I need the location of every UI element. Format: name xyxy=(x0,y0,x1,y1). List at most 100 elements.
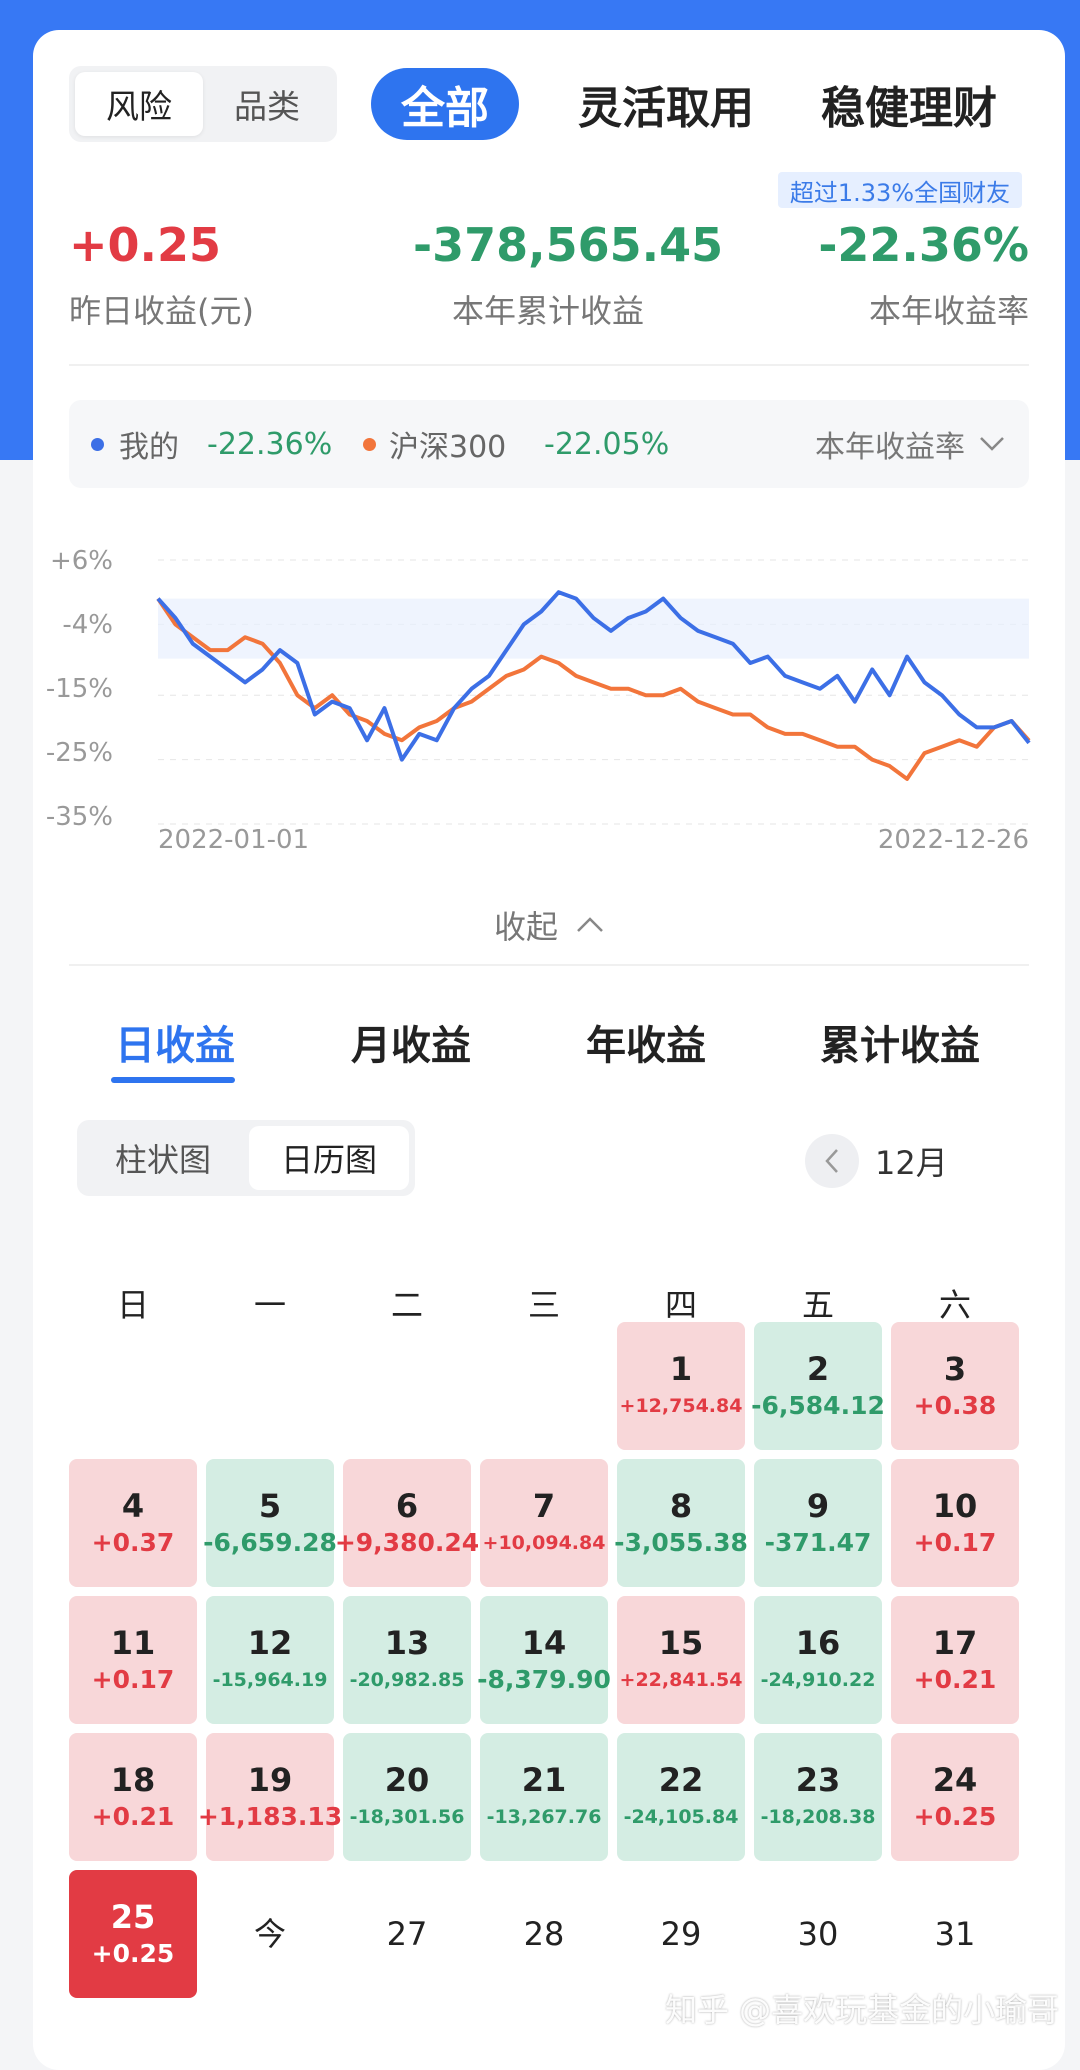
ytd-earnings: -378,565.45 xyxy=(413,218,724,272)
calendar-day[interactable]: 19 +1,183.13 xyxy=(198,1733,342,1861)
calendar-day[interactable]: 1 +12,754.84 xyxy=(617,1322,745,1450)
collapse-button[interactable]: 收起 xyxy=(33,900,1065,950)
chevron-down-icon xyxy=(980,437,1004,451)
tab-cumulative-returns[interactable]: 累计收益 xyxy=(820,1023,980,1069)
segment-risk[interactable]: 风险 xyxy=(75,72,203,136)
yesterday-earnings-label: 昨日收益(元) xyxy=(69,292,254,330)
weekday-label: 日 xyxy=(116,1286,149,1324)
calendar-day[interactable]: 31 xyxy=(891,1870,1019,1998)
calendar-day[interactable]: 14 -8,379.90 xyxy=(477,1596,611,1724)
day-number: 17 xyxy=(932,1624,978,1662)
day-return: -24,910.22 xyxy=(760,1669,876,1691)
view-calendar[interactable]: 日历图 xyxy=(249,1126,409,1190)
calendar-day[interactable]: 3 +0.38 xyxy=(891,1322,1019,1450)
chart-legend: 我的 -22.36% 沪深300 -22.05% 本年收益率 xyxy=(69,400,1029,488)
calendar-day[interactable]: 9 -371.47 xyxy=(754,1459,882,1587)
y-tick-label: +6% xyxy=(49,546,113,576)
weekday-label: 二 xyxy=(390,1286,423,1324)
y-tick-label: -35% xyxy=(45,802,113,832)
ytd-rate-label: 本年收益率 xyxy=(868,292,1029,330)
tab-monthly-returns[interactable]: 月收益 xyxy=(351,1023,471,1069)
day-number: 21 xyxy=(521,1761,567,1799)
day-return: -8,379.90 xyxy=(477,1665,611,1694)
view-bar-chart[interactable]: 柱状图 xyxy=(114,1141,211,1179)
day-number: 31 xyxy=(934,1915,976,1953)
chevron-up-icon xyxy=(577,917,603,932)
calendar-day[interactable]: 20 -18,301.56 xyxy=(343,1733,471,1861)
day-number: 15 xyxy=(658,1624,704,1662)
calendar-day[interactable]: 28 xyxy=(480,1870,608,1998)
day-number: 12 xyxy=(247,1624,293,1662)
day-number: 29 xyxy=(660,1915,702,1953)
calendar-day[interactable]: 11 +0.17 xyxy=(69,1596,197,1724)
active-tab-indicator xyxy=(111,1077,235,1083)
rank-badge: 超过1.33%全国财友 xyxy=(778,172,1022,208)
day-number: 25 xyxy=(110,1898,156,1936)
calendar-day[interactable]: 30 xyxy=(754,1870,882,1998)
day-return: +9,380.24 xyxy=(334,1528,480,1557)
day-return: -13,267.76 xyxy=(486,1806,602,1828)
calendar-day[interactable]: 8 -3,055.38 xyxy=(614,1459,748,1587)
day-return: +10,094.84 xyxy=(482,1532,606,1554)
tab-yearly-returns[interactable]: 年收益 xyxy=(586,1023,706,1069)
series-mine-line xyxy=(156,590,1031,762)
day-return: +0.17 xyxy=(91,1665,175,1694)
day-return: -3,055.38 xyxy=(614,1528,748,1557)
calendar-day[interactable]: 4 +0.37 xyxy=(69,1459,197,1587)
calendar-day[interactable]: 12 -15,964.19 xyxy=(206,1596,334,1724)
index-dot-icon xyxy=(363,438,376,451)
y-tick-label: -4% xyxy=(62,610,113,640)
day-return: +0.38 xyxy=(913,1391,997,1420)
x-tick-label: 2022-01-01 xyxy=(158,825,310,855)
calendar-day-latest[interactable]: 25 +0.25 xyxy=(69,1870,197,1998)
calendar-day[interactable]: 21 -13,267.76 xyxy=(480,1733,608,1861)
tab-flexible[interactable]: 灵活取用 xyxy=(578,83,754,134)
day-return: -20,982.85 xyxy=(349,1669,465,1691)
calendar-day-today[interactable]: 今 xyxy=(206,1870,334,1998)
weekday-label: 一 xyxy=(253,1286,286,1324)
category-segment: 风险 品类 xyxy=(69,66,337,142)
prev-month-button[interactable] xyxy=(805,1134,859,1188)
calendar-day[interactable]: 7 +10,094.84 xyxy=(480,1459,608,1587)
day-number: 7 xyxy=(532,1487,556,1525)
day-number: 10 xyxy=(932,1487,978,1525)
calendar-day[interactable]: 10 +0.17 xyxy=(891,1459,1019,1587)
divider xyxy=(69,964,1029,966)
calendar-day[interactable]: 29 xyxy=(617,1870,745,1998)
calendar-day[interactable]: 5 -6,659.28 xyxy=(203,1459,337,1587)
day-number: 8 xyxy=(669,1487,693,1525)
calendar-day[interactable]: 16 -24,910.22 xyxy=(754,1596,882,1724)
calendar-day[interactable]: 6 +9,380.24 xyxy=(335,1459,479,1587)
day-return: -371.47 xyxy=(764,1528,872,1557)
tab-daily-returns[interactable]: 日收益 xyxy=(115,1023,235,1069)
day-number: 24 xyxy=(932,1761,978,1799)
day-number: 20 xyxy=(384,1761,430,1799)
calendar-day[interactable]: 2 -6,584.12 xyxy=(751,1322,885,1450)
calendar-day[interactable]: 17 +0.21 xyxy=(891,1596,1019,1724)
calendar-day[interactable]: 18 +0.21 xyxy=(69,1733,197,1861)
series-index-line xyxy=(156,597,1031,781)
weekday-label: 六 xyxy=(938,1286,971,1324)
calendar-day[interactable]: 23 -18,208.38 xyxy=(754,1733,882,1861)
metric-selector-label: 本年收益率 xyxy=(815,430,965,465)
weekday-label: 五 xyxy=(801,1286,834,1324)
day-number: 3 xyxy=(943,1350,967,1388)
calendar-day[interactable]: 13 -20,982.85 xyxy=(343,1596,471,1724)
calendar-day[interactable]: 27 xyxy=(343,1870,471,1998)
day-number: 1 xyxy=(669,1350,693,1388)
chevron-left-icon xyxy=(825,1149,838,1173)
y-tick-label: -15% xyxy=(45,674,113,704)
day-return: +22,841.54 xyxy=(619,1669,743,1691)
weekday-label: 三 xyxy=(527,1286,560,1324)
segment-category[interactable]: 品类 xyxy=(234,87,300,126)
legend-index-value: -22.05% xyxy=(544,426,670,462)
calendar-day[interactable]: 24 +0.25 xyxy=(891,1733,1019,1861)
metric-selector[interactable]: 本年收益率 xyxy=(815,400,1005,488)
tab-all[interactable]: 全部 xyxy=(371,68,519,140)
day-number: 4 xyxy=(121,1487,145,1525)
day-return: +0.17 xyxy=(913,1528,997,1557)
calendar-day[interactable]: 15 +22,841.54 xyxy=(617,1596,745,1724)
mine-dot-icon xyxy=(91,438,104,451)
tab-stable[interactable]: 稳健理财 xyxy=(821,83,997,134)
calendar-day[interactable]: 22 -24,105.84 xyxy=(617,1733,745,1861)
